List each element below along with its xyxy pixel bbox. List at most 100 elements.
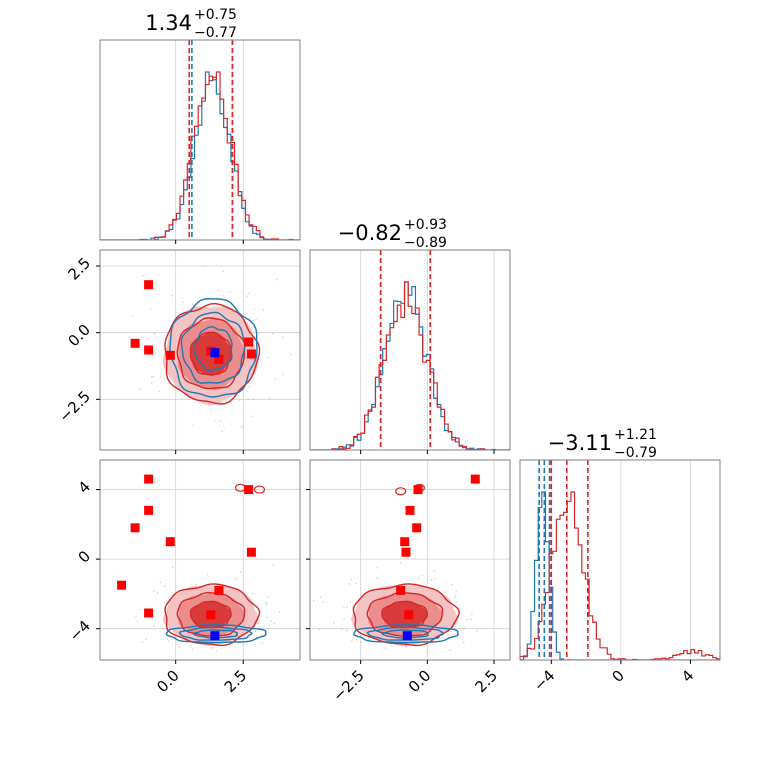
scatter-point	[455, 600, 457, 603]
scatter-point	[322, 601, 325, 603]
scatter-point	[434, 578, 436, 580]
scatter-point	[384, 647, 387, 649]
red-marker	[401, 547, 411, 557]
scatter-point	[346, 606, 348, 608]
scatter-point	[139, 388, 142, 391]
red-marker	[244, 485, 254, 495]
scatter-point	[253, 308, 255, 310]
scatter-point	[156, 592, 159, 594]
scatter-point	[258, 358, 261, 361]
histogram-red	[100, 71, 300, 240]
scatter-point	[247, 398, 250, 400]
scatter-point	[239, 570, 242, 573]
scatter-point	[206, 573, 209, 576]
scatter-point	[260, 634, 263, 636]
red-marker	[165, 350, 175, 360]
scatter-point	[159, 581, 162, 584]
scatter-point	[272, 564, 275, 566]
contour-line-red	[164, 583, 261, 647]
scatter-point	[443, 590, 446, 593]
scatter-point	[182, 301, 184, 304]
scatter-point	[268, 397, 271, 399]
scatter-point	[202, 265, 204, 268]
scatter-point	[266, 603, 268, 605]
contour-line-red	[352, 583, 460, 647]
contour-line-red	[189, 331, 232, 376]
scatter-point	[158, 390, 161, 393]
scatter-point	[466, 618, 469, 621]
scatter-point	[449, 649, 451, 652]
contour-line-blue	[353, 624, 459, 644]
scatter-point	[255, 318, 257, 321]
panel-frame	[309, 459, 511, 661]
blue-marker	[210, 348, 220, 358]
y-tick-label: 2.5	[64, 254, 94, 284]
scatter-point	[211, 647, 213, 649]
contour-line-blue	[381, 629, 429, 639]
scatter-point	[225, 400, 227, 403]
red-marker	[214, 585, 224, 595]
red-marker	[130, 523, 140, 533]
red-marker	[246, 349, 256, 359]
scatter-point	[349, 601, 352, 603]
scatter-point	[162, 627, 164, 630]
scatter-point	[274, 378, 277, 381]
scatter-point	[135, 615, 137, 618]
panel-frame	[99, 459, 301, 661]
scatter-point	[278, 611, 281, 613]
scatter-point	[470, 618, 472, 621]
scatter-point	[153, 624, 155, 627]
scatter-point	[312, 599, 315, 602]
scatter-point	[152, 354, 154, 357]
contour-line-blue	[192, 629, 239, 639]
scatter-point	[192, 424, 194, 427]
scatter-point	[343, 606, 345, 609]
contour-island-red	[234, 483, 247, 492]
scatter-point	[141, 641, 143, 643]
red-marker	[214, 354, 224, 364]
scatter-point	[421, 574, 424, 577]
y-tick-label: 0.0	[64, 321, 94, 351]
panel-title-value: 1.34	[145, 11, 192, 35]
panel-frame	[309, 249, 511, 451]
scatter-point	[333, 621, 336, 624]
scatter-point	[195, 584, 197, 586]
panel-frame	[99, 39, 301, 241]
scatter-point	[238, 399, 241, 401]
scatter-point	[251, 319, 254, 322]
panel-title-value: −3.11	[548, 431, 612, 455]
scatter-point	[273, 622, 276, 625]
scatter-point	[150, 382, 153, 385]
scatter-point	[149, 308, 152, 311]
contour-line-red	[176, 317, 246, 390]
scatter-point	[248, 386, 251, 388]
panel-title-plus: +0.75	[194, 7, 237, 23]
scatter-point	[463, 627, 466, 629]
scatter-point	[178, 646, 181, 649]
y-tick-label: 0	[75, 547, 94, 566]
scatter-point	[229, 290, 231, 293]
red-marker	[144, 505, 154, 515]
scatter-point	[210, 408, 213, 411]
x-tick-label: 2.5	[221, 666, 251, 696]
red-marker	[470, 474, 480, 484]
red-marker	[130, 338, 140, 348]
scatter-point	[261, 642, 264, 644]
panel-title-minus: −0.89	[404, 235, 447, 251]
scatter-point	[231, 423, 233, 425]
scatter-point	[241, 425, 243, 428]
red-marker	[206, 610, 216, 620]
scatter-point	[376, 577, 378, 579]
scatter-point	[215, 650, 218, 653]
scatter-point	[191, 648, 194, 651]
red-marker	[144, 474, 154, 484]
scatter-point	[145, 638, 147, 641]
scatter-point	[222, 295, 225, 297]
red-marker	[165, 537, 175, 547]
scatter-point	[217, 289, 220, 291]
scatter-point	[131, 314, 134, 317]
histogram-blue	[520, 491, 720, 660]
diag-panel-1: 1.34 +0.75 −0.77	[99, 7, 301, 241]
contour-line-blue	[366, 626, 445, 641]
scatter-point	[266, 616, 268, 619]
